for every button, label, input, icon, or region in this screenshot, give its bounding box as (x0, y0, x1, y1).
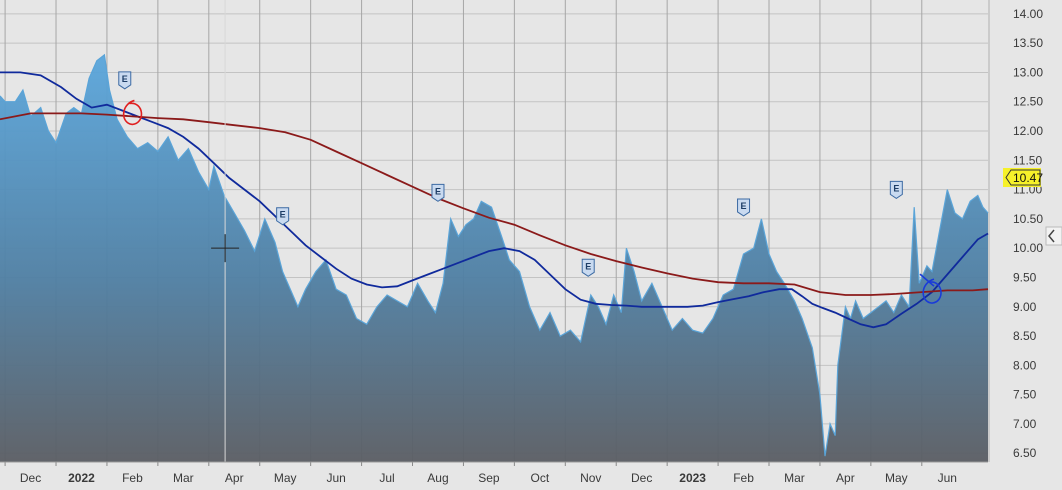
y-tick-label: 8.50 (1013, 329, 1037, 343)
y-tick-label: 13.00 (1013, 65, 1043, 79)
scroll-handle-box[interactable] (1045, 226, 1062, 246)
y-tick-label: 7.00 (1013, 417, 1037, 431)
earnings-flag[interactable] (581, 258, 595, 277)
y-tick-label: 12.00 (1013, 124, 1043, 138)
y-tick-label: 10.50 (1013, 212, 1043, 226)
last-price-tag: 10.47 (1003, 168, 1043, 187)
earnings-flag[interactable] (431, 183, 445, 202)
annotation-circle (122, 99, 143, 126)
crosshair (211, 0, 240, 462)
last-price-highlight (1003, 168, 1041, 187)
annotation-stroke (919, 273, 935, 287)
earnings-marker[interactable]: E (581, 258, 595, 277)
earnings-flag[interactable] (118, 71, 132, 90)
x-tick-label: Dec (631, 471, 652, 485)
x-tick-label: Feb (122, 471, 143, 485)
moving-average-long-line (0, 112, 989, 296)
price-line (0, 53, 989, 457)
x-tick-label: Sep (478, 471, 500, 485)
y-tick-label: 7.50 (1013, 388, 1037, 402)
y-tick-label: 13.50 (1013, 36, 1043, 50)
earnings-marker-label: E (122, 74, 128, 84)
x-tick-label: Mar (173, 471, 194, 485)
x-tick-label: Feb (733, 471, 754, 485)
y-tick-label: 9.00 (1013, 300, 1037, 314)
y-tick-label: 11.50 (1013, 153, 1042, 167)
earnings-flag[interactable] (737, 198, 751, 217)
earnings-marker[interactable]: E (889, 180, 903, 199)
earnings-marker[interactable]: E (431, 183, 445, 202)
y-tick-label: 6.50 (1013, 446, 1037, 460)
earnings-markers[interactable]: E E E E E E (118, 71, 903, 277)
y-tick-label: 12.50 (1013, 95, 1043, 109)
last-price-label: 10.47 (1013, 171, 1043, 185)
y-tick-label: 8.00 (1013, 358, 1037, 372)
earnings-marker[interactable]: E (737, 198, 751, 217)
x-tick-label: Apr (225, 471, 244, 485)
x-tick-label: Aug (427, 471, 448, 485)
x-tick-label: 2023 (679, 471, 706, 485)
x-tick-label: 2022 (68, 471, 95, 485)
x-tick-label: Jun (938, 471, 957, 485)
chevron-left-icon (1048, 229, 1055, 243)
price-area (0, 53, 989, 463)
moving-averages (0, 71, 989, 329)
x-tick-label: Nov (580, 471, 601, 485)
earnings-marker-label: E (741, 201, 747, 211)
x-tick-label: May (274, 471, 297, 485)
x-axis: Dec 2022 Feb Mar Apr May Jun Jul Aug Sep Oct Nov Dec… (0, 461, 988, 485)
earnings-marker[interactable]: E (276, 207, 290, 226)
moving-average-short-line (0, 71, 989, 329)
annotation-circle (922, 278, 942, 304)
earnings-marker-label: E (893, 183, 899, 193)
y-axis: 6.50 7.00 7.50 8.00 8.50 9.00 9.50 10.00 10.50 11… (988, 0, 1043, 462)
y-tick-label: 9.50 (1013, 270, 1037, 284)
earnings-marker-label: E (585, 261, 591, 271)
earnings-marker[interactable]: E (118, 71, 132, 90)
earnings-flag[interactable] (889, 180, 903, 199)
x-tick-label: May (885, 471, 908, 485)
x-tick-label: Jul (379, 471, 394, 485)
annotations (122, 99, 942, 304)
x-tick-label: Dec (20, 471, 41, 485)
last-price-arrow (1005, 169, 1041, 186)
x-tick-label: Oct (530, 471, 549, 485)
x-tick-label: Jun (326, 471, 345, 485)
y-tick-label: 14.00 (1013, 7, 1043, 21)
x-tick-label: Mar (784, 471, 805, 485)
y-tick-label: 10.00 (1013, 241, 1043, 255)
earnings-flag[interactable] (276, 207, 290, 226)
earnings-marker-label: E (435, 186, 441, 196)
price-area-fill (0, 54, 988, 463)
x-tick-label: Apr (836, 471, 855, 485)
scroll-handle[interactable] (1045, 226, 1062, 246)
earnings-marker-label: E (280, 210, 286, 220)
